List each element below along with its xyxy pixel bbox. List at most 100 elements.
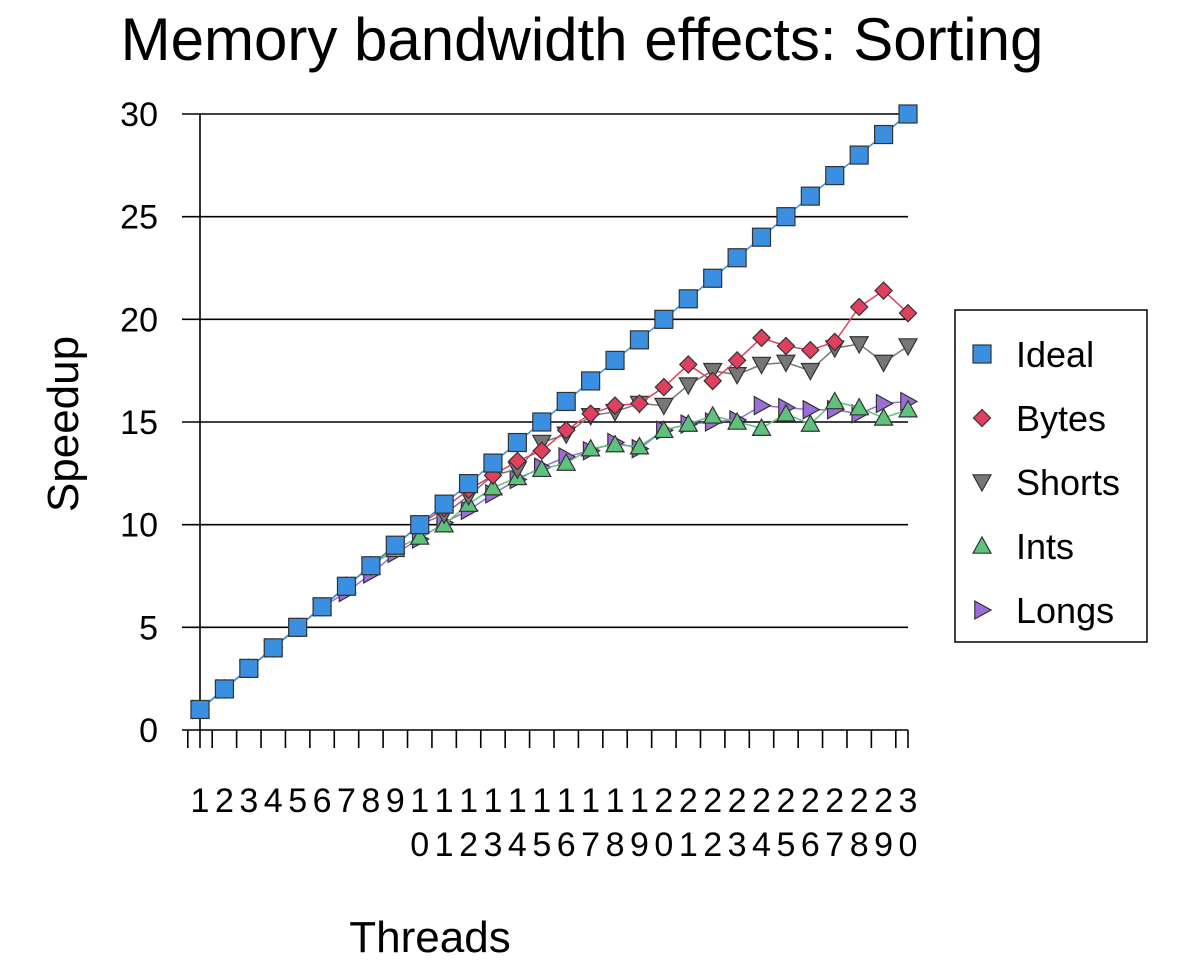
point-bytes xyxy=(825,332,845,352)
point-ideal xyxy=(483,453,503,473)
point-ints xyxy=(678,413,699,432)
point-shorts xyxy=(800,362,821,381)
point-bytes xyxy=(581,404,601,424)
point-ideal xyxy=(605,350,625,370)
y-tick-label: 25 xyxy=(120,199,158,237)
point-ideal xyxy=(288,617,308,637)
series-line-bytes xyxy=(199,289,909,711)
point-shorts xyxy=(873,354,894,373)
legend-label-longs: Longs xyxy=(1016,590,1114,631)
series-bytes xyxy=(190,281,918,719)
point-ideal xyxy=(458,474,479,494)
series-ideal xyxy=(190,104,918,720)
point-ints xyxy=(629,436,650,455)
series-longs xyxy=(192,391,919,720)
legend-item-bytes: Bytes xyxy=(972,398,1106,439)
point-shorts xyxy=(751,356,772,375)
point-shorts xyxy=(678,377,699,396)
series-shorts xyxy=(189,336,919,720)
point-ints xyxy=(727,411,748,430)
point-ideal xyxy=(507,432,527,453)
point-longs xyxy=(802,399,821,420)
x-tick-label: 4 xyxy=(264,782,283,820)
point-ideal xyxy=(410,515,430,535)
point-bytes xyxy=(507,451,527,471)
y-tick-label: 30 xyxy=(120,96,158,134)
point-ideal xyxy=(849,145,869,165)
point-shorts xyxy=(849,336,870,355)
point-ideal xyxy=(703,268,723,288)
legend-label-shorts: Shorts xyxy=(1016,462,1120,503)
point-ints xyxy=(409,526,430,545)
legend-label-ideal: Ideal xyxy=(1016,334,1094,375)
legend-marker-ideal xyxy=(972,344,992,364)
point-bytes xyxy=(849,297,869,317)
gridlines xyxy=(182,113,908,629)
y-tick-label: 15 xyxy=(120,404,158,442)
point-ints xyxy=(800,413,821,432)
point-bytes xyxy=(532,441,552,461)
point-bytes xyxy=(898,303,918,323)
point-ideal xyxy=(581,371,601,391)
point-bytes xyxy=(727,351,747,370)
x-tick-labels: 1 2 3 4 5 6 7 8 9 1 01 11 21 31 41 51 61 71 81 92 02 12 22 32 42… xyxy=(191,782,918,864)
point-ints xyxy=(849,397,870,416)
x-tick-label: 3 xyxy=(239,782,258,820)
point-ints xyxy=(702,405,723,424)
point-ideal xyxy=(727,248,747,268)
point-longs xyxy=(875,393,894,414)
legend-marker-shorts xyxy=(971,474,993,493)
plot-series xyxy=(189,104,919,720)
legend-item-ints: Ints xyxy=(971,526,1074,567)
x-tick-label: 1 xyxy=(191,782,210,820)
y-tick-label: 10 xyxy=(120,507,158,545)
point-ints xyxy=(751,417,772,436)
point-ideal xyxy=(654,309,674,329)
point-ints xyxy=(873,407,894,426)
point-ideal xyxy=(751,227,772,247)
point-bytes xyxy=(776,336,796,356)
point-ideal xyxy=(263,638,283,658)
point-ints xyxy=(556,452,577,471)
point-ideal xyxy=(336,576,357,596)
point-ints xyxy=(653,419,674,439)
legend-item-longs: Longs xyxy=(974,590,1114,631)
y-tick-labels: 0 5 10 15 20 25 30 xyxy=(120,96,158,750)
point-bytes xyxy=(800,340,820,360)
x-tick-label: 8 xyxy=(361,782,380,820)
point-bytes xyxy=(605,396,625,415)
series-ints xyxy=(189,391,919,718)
x-tick-label: 6 xyxy=(313,782,332,820)
point-ideal xyxy=(532,412,552,432)
point-ideal xyxy=(873,124,894,145)
point-ideal xyxy=(190,699,210,720)
point-ideal xyxy=(239,658,259,679)
point-bytes xyxy=(678,355,698,374)
point-ints xyxy=(580,438,601,457)
point-ideal xyxy=(385,535,405,555)
point-ideal xyxy=(800,186,820,206)
point-ideal xyxy=(361,556,381,576)
y-tick-label: 0 xyxy=(139,712,158,750)
point-ideal xyxy=(825,166,845,186)
axes xyxy=(182,114,909,748)
point-ints xyxy=(775,403,796,422)
y-axis-title: Speedup xyxy=(39,336,88,512)
series-line-ints xyxy=(199,400,909,711)
point-bytes xyxy=(752,328,771,348)
point-ideal xyxy=(678,289,698,309)
legend-marker-bytes xyxy=(972,408,992,428)
x-tick-label: 9 xyxy=(386,782,405,820)
